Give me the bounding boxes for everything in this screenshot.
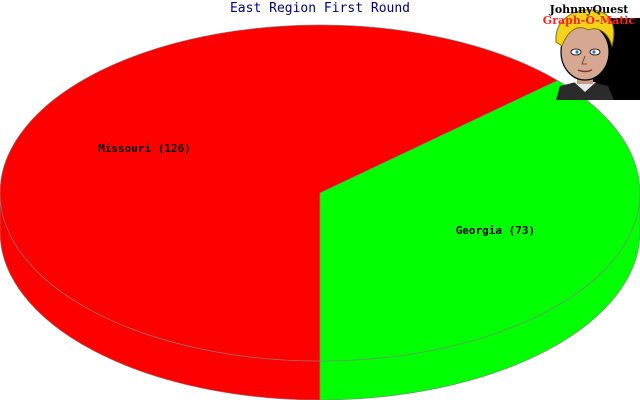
- logo-nose: [581, 55, 587, 65]
- logo-collar: [574, 82, 596, 92]
- logo-right-pupil: [592, 50, 596, 54]
- pie-slice-0: [0, 24, 559, 362]
- pie-slice-1: [319, 80, 640, 362]
- logo-title-line2: Graph-O-Matic: [543, 14, 636, 27]
- logo-title-line1: JohnnyQuest: [549, 3, 630, 16]
- johnny-quest-logo: JohnnyQuest Graph-O-Matic: [543, 3, 640, 100]
- chart-title: East Region First Round: [229, 1, 410, 16]
- pie-label-0: Missouri (126): [98, 142, 191, 155]
- logo-hair: [555, 9, 615, 48]
- pie-labels: Missouri (126) Georgia (73): [98, 142, 535, 237]
- pie-label-1: Georgia (73): [456, 224, 535, 237]
- pie-tops: [0, 24, 640, 362]
- logo-mouth: [577, 69, 593, 73]
- logo-left-pupil: [575, 50, 579, 54]
